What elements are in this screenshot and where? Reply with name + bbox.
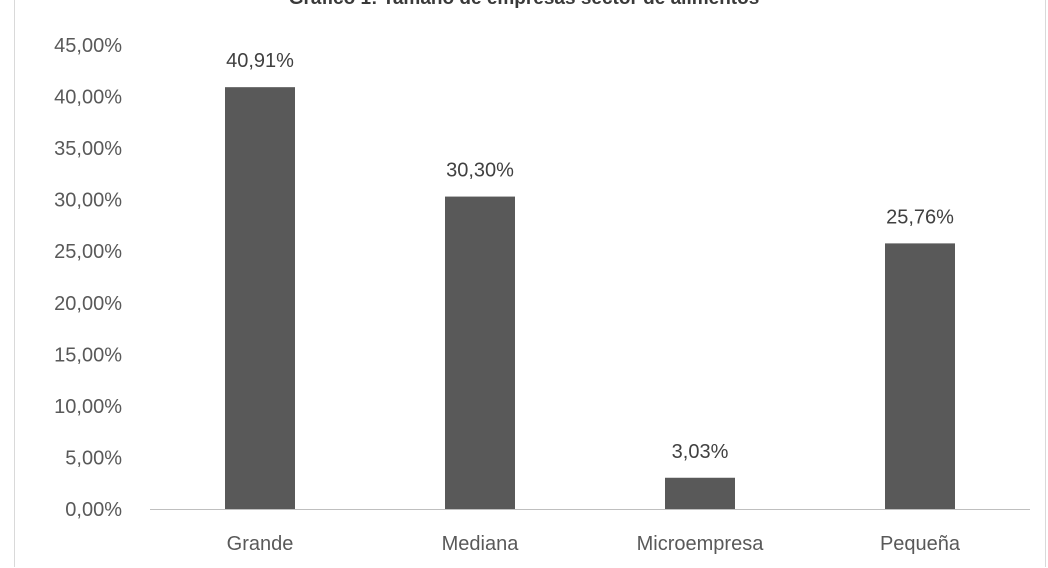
category-label: Pequeña [880,533,961,555]
y-tick-label: 40,00% [54,87,122,109]
y-tick-label: 30,00% [54,190,122,212]
category-label: Mediana [442,533,520,555]
y-tick-label: 10,00% [54,396,122,418]
y-tick-label: 25,00% [54,241,122,263]
y-tick-label: 45,00% [54,35,122,57]
category-label: Microempresa [637,533,765,555]
data-label: 25,76% [886,206,954,228]
data-label: 30,30% [446,160,514,182]
data-label: 40,91% [226,50,294,72]
bars: 40,91% 30,30% 3,03% 25,76% [225,50,955,509]
bar-grande [225,87,295,509]
x-axis: Grande Mediana Microempresa Pequeña [150,509,1030,555]
data-label: 3,03% [672,441,729,463]
bar-mediana [445,196,515,509]
category-label: Grande [227,533,294,555]
y-tick-label: 15,00% [54,344,122,366]
y-axis: 0,00% 5,00% 10,00% 15,00% 20,00% 25,00% 30,00%… [54,35,122,521]
y-tick-label: 35,00% [54,138,122,160]
y-tick-label: 20,00% [54,293,122,315]
chart-frame [14,0,1046,567]
y-tick-label: 0,00% [65,499,122,521]
y-tick-label: 5,00% [65,447,122,469]
chart-title: Gráfico 1: Tamaño de empresas sector de … [0,0,1048,10]
bar-microempresa [665,477,735,509]
bar-pequeña [885,243,955,509]
